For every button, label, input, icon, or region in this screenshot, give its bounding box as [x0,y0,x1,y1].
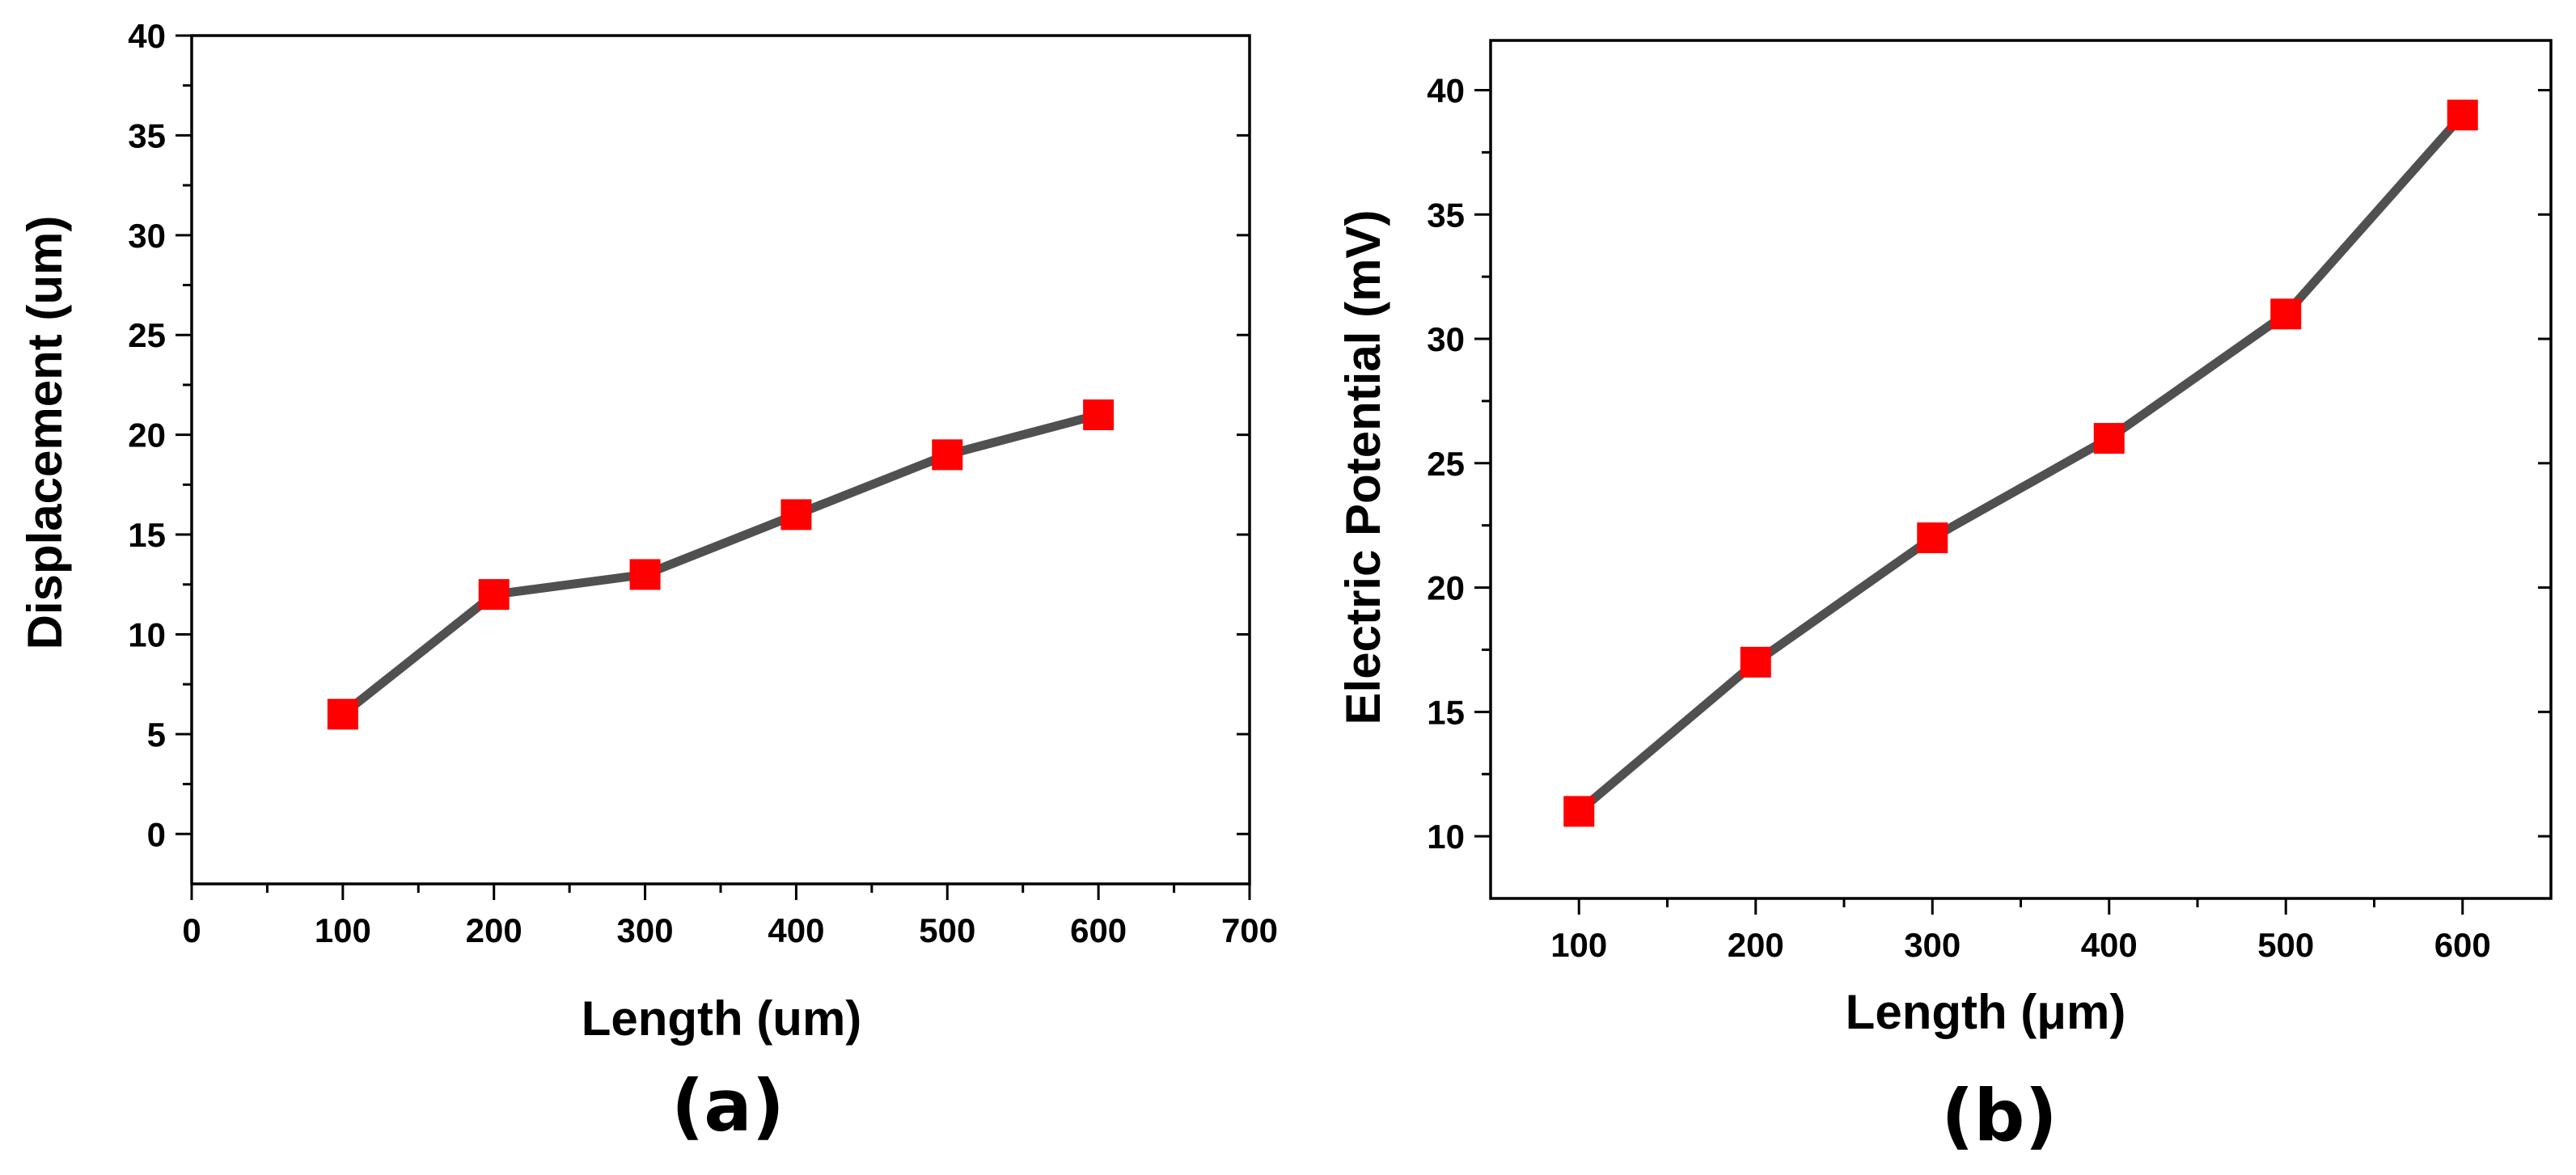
y-tick-label-a: 5 [147,716,166,754]
data-point-b [2270,298,2302,330]
chart-panel-b: Length (μm) Electric Potential (mV) (b) … [1336,39,2553,1157]
x-tick-label-b: 300 [1904,926,1961,964]
x-tick-label-b: 200 [1728,926,1784,964]
x-tick-label-a: 700 [1221,911,1278,949]
y-tick-label-b: 15 [1427,693,1465,731]
y-axis-title-a: Displacement (um) [18,216,72,650]
x-tick-label-b: 500 [2257,926,2314,964]
y-tick-label-b: 10 [1427,818,1465,856]
data-point-a [932,439,963,471]
y-tick-label-a: 30 [128,217,166,255]
x-tick-label-a: 500 [919,911,975,949]
x-tick-label-a: 200 [466,911,522,949]
x-tick-label-a: 0 [182,911,201,949]
y-tick-label-b: 30 [1427,320,1465,358]
x-tick-label-b: 400 [2081,926,2138,964]
x-tick-label-a: 100 [315,911,371,949]
y-tick-label-a: 15 [128,516,166,554]
y-tick-label-a: 0 [147,815,166,853]
data-point-b [1563,796,1595,827]
x-axis-title-b: Length (μm) [1846,985,2126,1039]
y-tick-label-b: 25 [1427,445,1465,483]
data-point-b [1917,522,1948,554]
panel-label-a: (a) [671,1064,785,1148]
y-tick-label-a: 35 [128,116,166,154]
series-line-a [338,410,1103,719]
data-point-a [780,499,812,530]
data-point-b [2447,99,2478,131]
x-tick-label-a: 400 [768,911,824,949]
data-point-b [2093,423,2125,454]
data-point-a [1083,399,1115,430]
data-point-a [629,559,661,590]
x-axis-title-a: Length (um) [582,991,862,1046]
x-tick-label-a: 300 [617,911,674,949]
y-tick-label-a: 10 [128,615,166,653]
panel-label-b: (b) [1941,1074,2057,1157]
y-tick-label-a: 20 [128,416,166,454]
y-tick-label-a: 40 [128,17,166,55]
data-point-a [327,699,358,730]
x-tick-label-b: 600 [2434,926,2491,964]
chart-panel-a: Length (um) Displacement (um) (a) 0 100 20… [18,17,1278,1148]
x-tick-label-a: 600 [1070,911,1127,949]
y-axis-title-b: Electric Potential (mV) [1336,210,1390,725]
data-point-a [478,579,510,611]
data-point-b [1740,646,1771,678]
x-tick-label-b: 100 [1550,926,1607,964]
y-tick-label-b: 40 [1427,72,1465,110]
y-tick-label-a: 25 [128,316,166,354]
series-line-b [1574,110,2468,816]
y-tick-label-b: 35 [1427,196,1465,234]
y-tick-label-b: 20 [1427,569,1465,607]
